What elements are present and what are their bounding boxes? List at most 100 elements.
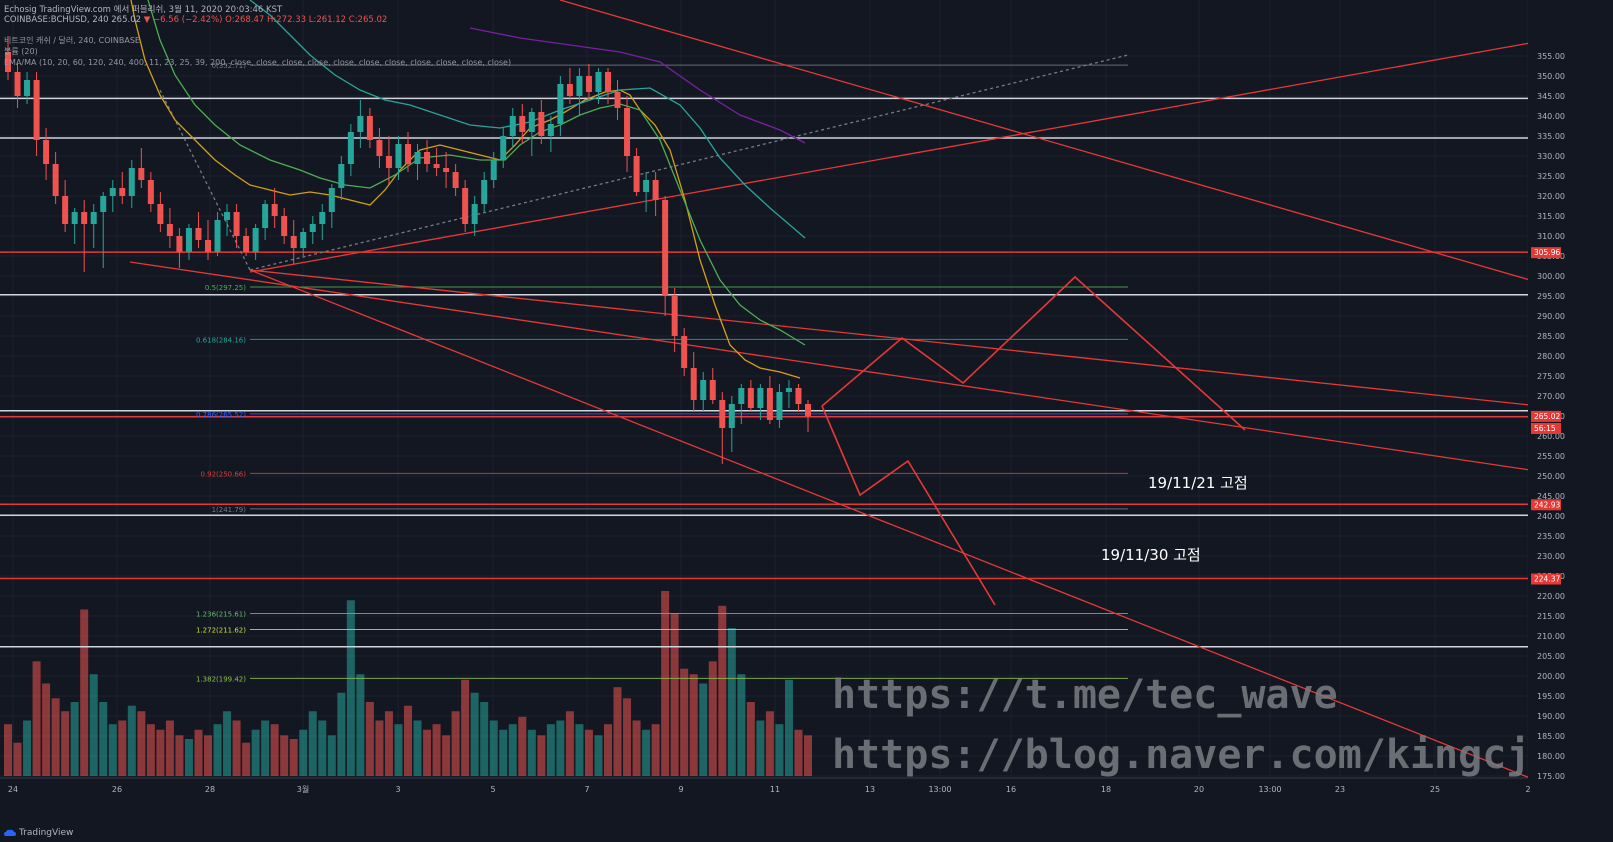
x-tick-label: 13:00 — [928, 785, 951, 794]
candle-body — [271, 204, 278, 216]
candle-body — [185, 228, 192, 252]
candle-body — [138, 168, 145, 180]
volume-bar — [365, 702, 374, 776]
fib-label: 0.618(284.16) — [196, 336, 246, 344]
y-tick-label: 205.00 — [1537, 652, 1565, 661]
volume-bar — [661, 591, 670, 776]
fib-levels[interactable]: 0(352.71) 0.5(297.25) 0.618(284.16) 0.786(2… — [196, 62, 1128, 683]
volume-legend[interactable]: 볼륨 (20) — [4, 47, 38, 56]
x-tick-label: 7 — [584, 785, 589, 794]
candle-body — [300, 232, 307, 248]
time-axis[interactable]: 24 26 28 3월 3 5 7 9 11 13 13:00 16 18 20 13:00 23 25 2 — [0, 777, 1531, 794]
volume-bar — [175, 735, 184, 776]
annotation-2[interactable]: 19/11/30 고점 — [1101, 546, 1201, 564]
projection-paths[interactable] — [821, 275, 1246, 606]
projection-path[interactable] — [821, 275, 1246, 431]
volume-bar — [727, 628, 736, 776]
volume-bar — [42, 683, 51, 776]
candle-body — [52, 164, 59, 196]
volume-bar — [737, 674, 746, 776]
y-tick-label: 350.00 — [1537, 72, 1565, 81]
volume-bar — [337, 692, 346, 776]
volume-bar — [204, 735, 212, 776]
candle-body — [214, 220, 221, 252]
watermark-line-1: https://t.me/tec_wave — [832, 672, 1338, 718]
y-tick-label: 175.00 — [1537, 772, 1565, 781]
price-badge — [1531, 423, 1561, 434]
y-tick-label: 310.00 — [1537, 232, 1565, 241]
y-tick-label: 260.00 — [1537, 432, 1565, 441]
trend-line[interactable] — [249, 269, 1531, 406]
projection-path[interactable] — [821, 405, 996, 606]
candle-body — [5, 52, 11, 72]
candle-body — [62, 196, 69, 224]
y-tick-label: 240.00 — [1537, 512, 1565, 521]
volume-bar — [356, 674, 365, 776]
volume-bar — [594, 735, 603, 776]
candle-body — [776, 392, 783, 420]
x-tick-label: 9 — [678, 785, 683, 794]
candle-body — [71, 212, 78, 224]
volume-bar — [118, 720, 127, 776]
annotation-1[interactable]: 19/11/21 고점 — [1148, 474, 1248, 492]
ema-legend[interactable]: EMA/MA (10, 20, 60, 120, 240, 400, 11, 2… — [4, 58, 512, 67]
candle-body — [224, 212, 231, 220]
tradingview-logo[interactable]: TradingView — [4, 828, 73, 838]
volume-bar — [689, 674, 698, 776]
candle-body — [462, 188, 469, 224]
trend-line[interactable] — [249, 54, 1129, 271]
watermark-line-2: https://blog.naver.com/kingcj112 — [832, 732, 1603, 778]
volume-bar — [527, 729, 536, 776]
candle-body — [719, 400, 726, 428]
trend-line[interactable] — [249, 269, 1531, 779]
volume-bar — [499, 729, 508, 776]
candle-body — [109, 188, 116, 196]
candle-body — [395, 144, 402, 168]
candle-body — [205, 240, 211, 252]
y-tick-label: 315.00 — [1537, 212, 1565, 221]
volume-bar — [108, 724, 117, 776]
candle-body — [538, 112, 545, 136]
trend-lines[interactable] — [129, 0, 1531, 779]
volume-bar — [565, 711, 574, 776]
candle-body — [500, 136, 507, 160]
candle-body — [338, 164, 345, 188]
y-tick-label: 195.00 — [1537, 692, 1565, 701]
cloud-icon — [4, 829, 16, 836]
y-tick-label: 275.00 — [1537, 372, 1565, 381]
fib-label: 0.786(265.52) — [196, 411, 246, 419]
candle-body — [795, 388, 802, 404]
x-tick-label: 16 — [1006, 785, 1016, 794]
candle-body — [709, 380, 716, 400]
candle-body — [252, 228, 259, 252]
volume-bar — [165, 720, 174, 776]
volume-bar — [708, 661, 717, 776]
volume-bar — [442, 735, 451, 776]
volume-bar — [575, 724, 584, 776]
volume-bar — [756, 720, 765, 776]
candle-body — [243, 236, 250, 252]
trend-line[interactable] — [559, 0, 1531, 281]
volume-bar — [70, 702, 79, 776]
volume-bar — [651, 724, 660, 776]
y-tick-label: 295.00 — [1537, 292, 1565, 301]
trend-line[interactable] — [249, 42, 1531, 273]
volume-bar — [784, 679, 793, 776]
candle-body — [728, 404, 735, 428]
symbol-price: COINBASE:BCHUSD, 240 265.02 — [4, 15, 142, 25]
volume-bar — [270, 724, 279, 776]
trend-line[interactable] — [129, 261, 1531, 471]
x-tick-label: 13 — [865, 785, 875, 794]
horizontal-lines[interactable] — [0, 97, 1528, 648]
candle-body — [785, 388, 792, 392]
candle-body — [309, 224, 316, 232]
candle-body — [43, 140, 50, 164]
chart-title[interactable]: 비트코인 캐쉬 / 달러, 240, COINBASE — [4, 36, 140, 45]
volume-bar — [89, 674, 98, 776]
price-badge-label: 224.37 — [1534, 575, 1560, 584]
volume-bar — [137, 711, 146, 776]
volume-bar — [375, 720, 384, 776]
volume-bar — [746, 702, 755, 776]
fib-label: 1.382(199.42) — [196, 675, 246, 683]
